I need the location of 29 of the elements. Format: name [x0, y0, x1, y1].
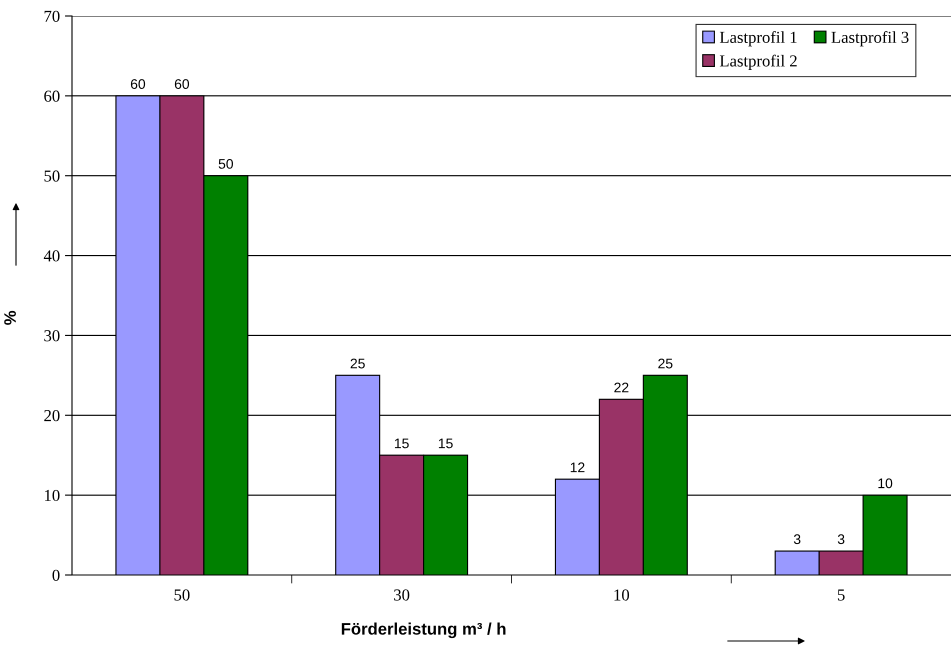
- y-tick-label: 70: [44, 10, 60, 22]
- legend-label: Lastprofil 2: [720, 54, 797, 70]
- data-label: 15: [438, 438, 453, 448]
- x-tick-label: 5: [838, 590, 845, 601]
- data-label: 10: [878, 478, 892, 488]
- y-tick-label: 60: [44, 90, 60, 102]
- y-tick-label: 40: [44, 250, 60, 262]
- data-label: 12: [570, 462, 584, 472]
- x-axis-title: Förderleistung m³ / h: [342, 622, 506, 638]
- data-label: 60: [130, 79, 146, 89]
- x-tick-label: 30: [394, 589, 410, 601]
- data-label: 25: [658, 358, 672, 368]
- y-axis-title: %: [4, 310, 16, 325]
- data-label: 3: [794, 534, 800, 544]
- x-tick-label: 50: [174, 589, 190, 601]
- data-label: 25: [350, 358, 365, 368]
- legend-label: Lastprofil 3: [831, 31, 909, 46]
- y-tick-label: 50: [44, 170, 60, 182]
- data-label: 60: [174, 79, 190, 89]
- data-label: 22: [614, 382, 628, 392]
- legend-label: Lastprofil 1: [720, 31, 797, 46]
- data-label: 3: [838, 534, 844, 544]
- data-label: 15: [394, 438, 409, 448]
- y-tick-label: 10: [44, 490, 60, 502]
- y-tick-label: 0: [52, 570, 60, 581]
- data-label: 50: [218, 158, 234, 169]
- y-tick-label: 30: [44, 330, 60, 342]
- y-tick-label: 20: [44, 410, 60, 422]
- x-tick-label: 10: [614, 589, 630, 601]
